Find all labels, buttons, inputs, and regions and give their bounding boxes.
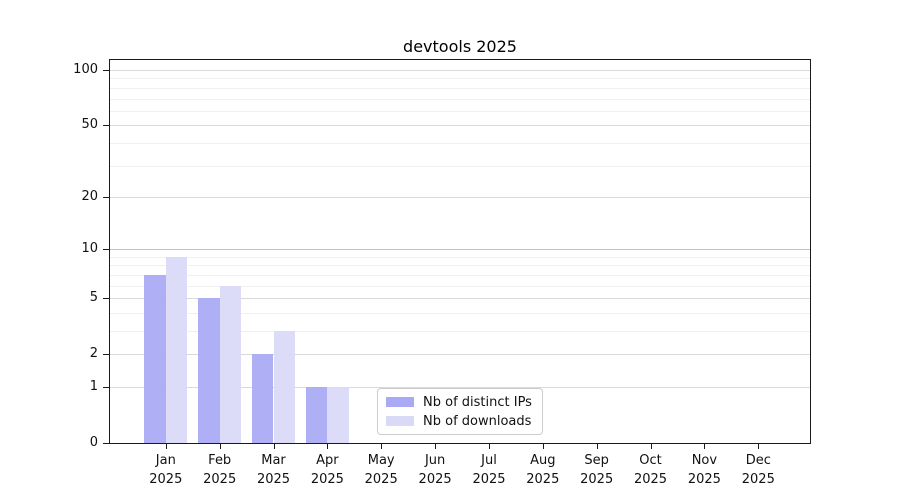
x-tick — [165, 444, 167, 449]
gridline-minor — [110, 78, 810, 80]
x-tick — [219, 444, 221, 449]
legend-swatch-distinct-ips-icon — [386, 397, 414, 407]
x-tick — [381, 444, 383, 449]
x-tick — [273, 444, 275, 449]
gridline-major — [110, 298, 810, 300]
x-tick-label: May 2025 — [364, 453, 398, 487]
bar-apr-downloads — [327, 387, 349, 443]
legend-item-downloads: Nb of downloads — [386, 414, 534, 429]
x-tick-label: Sep 2025 — [580, 453, 614, 487]
plot-area — [109, 59, 811, 444]
gridline-minor — [110, 142, 810, 144]
y-tick-label: 0 — [89, 435, 98, 450]
x-tick-label: Jun 2025 — [418, 453, 452, 487]
x-tick-label: Apr 2025 — [310, 453, 344, 487]
x-tick-label: Dec 2025 — [741, 453, 775, 487]
x-tick — [542, 444, 544, 449]
x-tick — [758, 444, 760, 449]
x-tick-label: Jul 2025 — [472, 453, 506, 487]
gridline-minor — [110, 98, 810, 100]
bar-feb-distinct-ips — [198, 298, 220, 443]
x-tick — [650, 444, 652, 449]
bar-jan-downloads — [165, 256, 188, 443]
gridline-minor — [110, 285, 810, 287]
y-tick — [103, 387, 109, 388]
x-tick-label: Aug 2025 — [526, 453, 560, 487]
gridline-major — [110, 70, 810, 71]
gridline-minor — [110, 265, 810, 267]
legend-swatch-downloads-icon — [386, 416, 414, 426]
y-tick-label: 2 — [89, 346, 98, 362]
gridline-minor — [110, 110, 810, 112]
gridline-minor — [110, 312, 810, 314]
x-tick — [704, 444, 706, 449]
bar-jan-distinct-ips — [144, 274, 166, 443]
legend-item-distinct-ips: Nb of distinct IPs — [386, 395, 534, 410]
legend-label-downloads: Nb of downloads — [423, 413, 532, 429]
y-tick — [103, 443, 109, 444]
legend-label-distinct-ips: Nb of distinct IPs — [423, 394, 532, 410]
x-tick — [596, 444, 598, 449]
x-tick — [489, 444, 490, 449]
y-tick — [103, 70, 109, 71]
x-tick-label: Oct 2025 — [633, 453, 668, 487]
gridline-minor — [110, 274, 810, 276]
y-tick — [103, 298, 109, 300]
gridline-major — [110, 249, 810, 251]
y-tick — [103, 125, 109, 127]
bar-mar-downloads — [273, 331, 296, 443]
chart-title: devtools 2025 — [403, 37, 517, 56]
x-tick — [435, 444, 437, 449]
bar-mar-distinct-ips — [251, 354, 274, 443]
y-tick — [103, 354, 109, 356]
y-tick-label: 20 — [81, 188, 98, 204]
gridline-minor — [110, 87, 810, 89]
gridline-minor — [110, 256, 810, 258]
gridline-major — [110, 125, 810, 127]
y-tick-label: 50 — [81, 117, 98, 133]
x-tick-label: Nov 2025 — [687, 453, 721, 487]
y-tick-label: 100 — [73, 62, 98, 77]
gridline-major — [110, 196, 810, 198]
y-tick-label: 1 — [89, 379, 98, 394]
gridline-major — [110, 387, 810, 388]
bar-feb-downloads — [219, 285, 242, 443]
gridline-major — [110, 354, 810, 356]
legend: Nb of distinct IPs Nb of downloads — [377, 388, 543, 435]
gridline-minor — [110, 165, 810, 167]
y-tick-label: 5 — [89, 290, 98, 306]
gridline-minor — [110, 331, 810, 332]
y-tick-label: 10 — [81, 241, 98, 257]
x-tick — [327, 444, 329, 449]
x-tick-label: Mar 2025 — [256, 453, 291, 487]
bar-apr-distinct-ips — [305, 387, 328, 443]
x-tick-label: Jan 2025 — [149, 453, 183, 487]
y-tick — [103, 249, 109, 251]
y-tick — [103, 196, 109, 198]
x-tick-label: Feb 2025 — [203, 453, 237, 487]
